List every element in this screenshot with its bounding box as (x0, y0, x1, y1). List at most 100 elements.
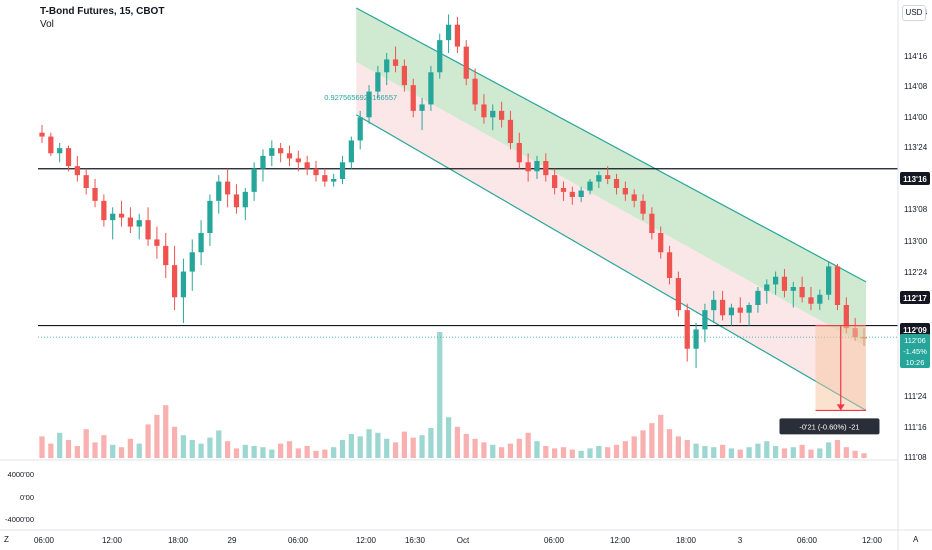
volume-bar (48, 443, 54, 458)
volume-bar (348, 434, 354, 458)
candle-body (322, 175, 328, 182)
volume-indicator-label[interactable]: Vol (40, 19, 54, 30)
price-axis-label: 111'24 (904, 392, 927, 401)
time-axis-label: 06:00 (544, 536, 565, 545)
candle-body (392, 59, 399, 66)
volume-bar (719, 444, 726, 458)
time-axis-label: 12:00 (610, 536, 631, 545)
candle-body (746, 305, 752, 313)
volume-bar (613, 444, 620, 458)
candle-body (525, 162, 531, 172)
volume-bar (118, 447, 125, 458)
candle-body (233, 194, 240, 208)
price-axis-label: 111'08 (904, 453, 927, 462)
volume-bar (304, 446, 310, 458)
volume-bar (658, 414, 664, 458)
drawing-overlays[interactable]: -0'21 (-0.60%) -21 (779, 324, 880, 435)
volume-bar (269, 449, 275, 458)
candle-body (843, 305, 849, 329)
candle-body (375, 72, 381, 92)
candle-body (163, 245, 169, 266)
volume-bar (171, 426, 178, 458)
volume-bar (101, 435, 107, 458)
price-tag-label: 112'17 (903, 294, 927, 303)
volume-bar (817, 448, 823, 458)
volume-axis-label: 0'00 (20, 493, 34, 502)
candle-body (675, 278, 682, 311)
symbol-title[interactable]: T-Bond Futures, 15, CBOT (40, 6, 165, 17)
volume-bar (755, 443, 761, 458)
volume-bar (587, 448, 593, 458)
volume-bar (631, 436, 637, 458)
time-axis-label: 18:00 (676, 536, 697, 545)
candle-body (278, 148, 284, 154)
candle-body (649, 213, 655, 233)
currency-button[interactable]: USD (902, 5, 926, 21)
chart-header: T-Bond Futures, 15, CBOT Vol (40, 6, 164, 30)
candle-body (419, 104, 425, 111)
measure-arrowhead (836, 404, 845, 411)
time-axis-label: 16:30 (405, 536, 426, 545)
volume-bar (410, 437, 416, 458)
candle-body (198, 233, 204, 253)
volume-bar (463, 434, 469, 458)
volume-bar (507, 443, 514, 458)
candle-body (295, 158, 301, 163)
candle-body (366, 91, 372, 118)
candle-body (781, 276, 788, 291)
volume-bar (702, 446, 708, 458)
volume-bar (224, 441, 231, 458)
volume-bar (401, 431, 408, 458)
candle-body (808, 297, 814, 304)
auto-scale-corner-label[interactable]: A (913, 535, 919, 544)
candle-body (154, 239, 160, 246)
price-axis-label: 113'00 (904, 237, 928, 246)
candle-body (472, 78, 478, 105)
volume-bar (498, 447, 505, 458)
candle-body (145, 220, 151, 240)
volume-bar (65, 440, 72, 458)
candle-body (605, 175, 611, 179)
candle-body (92, 188, 98, 201)
candle-body (702, 310, 708, 330)
candle-body (666, 252, 673, 278)
candle-body (357, 117, 363, 141)
volume-bar (357, 436, 363, 458)
volume-bar (295, 448, 301, 458)
volume-bar (154, 414, 160, 458)
candle-body (658, 233, 664, 253)
candle-body (180, 271, 187, 298)
volume-bar (666, 429, 673, 458)
volume-bar (640, 430, 646, 458)
candle-body (401, 65, 408, 86)
volume-bar (826, 442, 832, 458)
volume-bar (419, 435, 425, 458)
volume-bar (578, 450, 584, 458)
volume-bar (242, 444, 248, 458)
candle-body (534, 161, 540, 172)
candle-body (331, 179, 337, 182)
timezone-corner-label[interactable]: Z (4, 535, 9, 544)
volume-bar (74, 446, 80, 458)
volume-bar (693, 443, 699, 458)
candle-body (560, 188, 567, 192)
volume-bar (286, 441, 293, 458)
horizontal-lines[interactable] (38, 168, 898, 338)
volume-bar (127, 438, 134, 458)
price-tag-label: 113'16 (903, 175, 927, 184)
candle-body (490, 110, 496, 118)
candle-body (728, 307, 735, 316)
price-axis-label: 113'08 (904, 205, 928, 214)
volume-bar (331, 447, 337, 458)
volume-bar (596, 446, 602, 458)
candle-body (826, 266, 832, 295)
candle-body (110, 213, 116, 221)
volume-bar (481, 442, 487, 458)
measure-label: -0'21 (-0.60%) -21 (799, 422, 859, 431)
volume-axis-label: 4000'00 (8, 470, 34, 479)
volume-bar (737, 449, 743, 458)
candle-body (48, 136, 54, 154)
candle-body (772, 276, 779, 285)
